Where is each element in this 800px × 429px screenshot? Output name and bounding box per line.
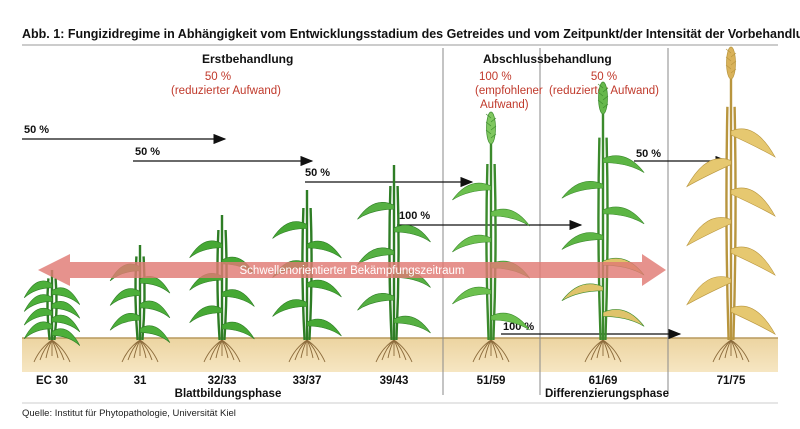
- stage-31: 31: [134, 375, 147, 387]
- band-label: Schwellenorientierter Bekämpfungszeitrau…: [240, 265, 465, 277]
- erst-heading: Erstbehandlung: [202, 52, 293, 66]
- phase-diff: Differenzierungsphase: [545, 388, 669, 400]
- control-window-band: [38, 254, 666, 286]
- figure-title: Abb. 1: Fungizidregime in Abhängigkeit v…: [22, 27, 800, 41]
- stage-39-43: 39/43: [380, 375, 409, 387]
- plant-illustrations: [23, 46, 776, 363]
- arrow-1-label: 50 %: [24, 124, 49, 136]
- stage-33-37: 33/37: [293, 375, 322, 387]
- plant-8: [686, 46, 776, 363]
- stage-ec30: EC 30: [36, 375, 68, 387]
- col100-note-2: Aufwand): [480, 99, 529, 111]
- erst-note: (reduzierter Aufwand): [171, 85, 281, 97]
- treatment-arrow-2: 50 %: [133, 146, 314, 167]
- erst-percent: 50 %: [205, 71, 231, 83]
- treatment-arrow-6: 100 %: [501, 321, 682, 340]
- plant-7: [561, 81, 645, 363]
- arrow-3-label: 50 %: [305, 167, 330, 179]
- soil-strip: [22, 338, 778, 372]
- col100-note-1: (empfohlener: [475, 85, 543, 97]
- abschluss-heading: Abschlussbehandlung: [483, 52, 612, 66]
- arrow-5-label: 50 %: [636, 148, 661, 160]
- treatment-arrow-1: 50 %: [22, 124, 227, 145]
- arrow-2-label: 50 %: [135, 146, 160, 158]
- stage-32-33: 32/33: [208, 375, 237, 387]
- col100-percent: 100 %: [479, 71, 512, 83]
- treatment-arrow-4: 100 %: [397, 210, 583, 231]
- phase-blatt: Blattbildungsphase: [175, 388, 282, 400]
- band-arrow-shape: [38, 254, 666, 286]
- col50-percent: 50 %: [591, 71, 617, 83]
- source-line: Quelle: Institut für Phytopathologie, Un…: [22, 408, 236, 419]
- stage-51-59: 51/59: [477, 375, 506, 387]
- stage-71-75: 71/75: [717, 375, 746, 387]
- arrow-4-label: 100 %: [399, 210, 430, 222]
- plant-6: [452, 111, 530, 363]
- stage-61-69: 61/69: [589, 375, 618, 387]
- arrow-6-label: 100 %: [503, 321, 534, 333]
- treatment-arrow-3: 50 %: [305, 167, 474, 188]
- treatment-arrow-5: 50 %: [634, 148, 729, 167]
